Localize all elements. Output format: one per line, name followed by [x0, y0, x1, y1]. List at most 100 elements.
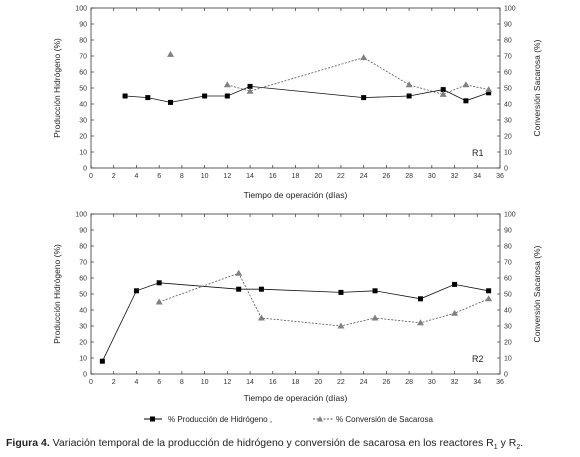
y-tick-label-right: 10	[504, 150, 512, 157]
data-point-sucrose	[167, 50, 175, 57]
x-tick-label: 22	[337, 379, 345, 386]
y-tick-label-left: 80	[79, 244, 87, 251]
x-tick-label: 36	[496, 379, 504, 386]
data-point-hydrogen	[417, 296, 423, 302]
y-tick-label-left: 40	[79, 102, 87, 109]
y-tick-label-right: 90	[504, 228, 512, 235]
y-tick-label-left: 20	[79, 134, 87, 141]
x-tick-label: 2	[112, 379, 116, 386]
data-point-hydrogen	[133, 288, 139, 294]
y-tick-label-right: 0	[504, 372, 508, 379]
x-tick-label: 30	[428, 379, 436, 386]
x-tick-label: 2	[112, 173, 116, 180]
y-tick-label-right: 30	[504, 324, 512, 331]
x-tick-label: 6	[157, 379, 161, 386]
data-point-hydrogen	[338, 289, 344, 295]
data-point-hydrogen	[224, 93, 230, 99]
data-point-hydrogen	[99, 358, 105, 364]
y-tick-label-right: 70	[504, 260, 512, 267]
data-point-sucrose	[451, 309, 459, 316]
y-tick-label-left: 50	[79, 292, 87, 299]
y-tick-label-left: 90	[79, 22, 87, 29]
legend: % Producción de Hidrógeno , % Conversión…	[144, 415, 433, 424]
x-tick-label: 12	[223, 173, 231, 180]
x-tick-label: 34	[473, 379, 481, 386]
y-tick-label-left: 70	[79, 54, 87, 61]
data-point-sucrose	[485, 86, 493, 93]
data-point-sucrose	[405, 81, 413, 88]
legend-label-sucrose: % Conversión de Sacarosa	[336, 415, 433, 424]
legend-label-hydrogen: % Producción de Hidrógeno ,	[168, 415, 272, 424]
data-point-sucrose	[246, 87, 254, 94]
x-tick-label: 16	[269, 173, 277, 180]
panel-label: R1	[472, 148, 484, 158]
panel-label: R2	[472, 354, 484, 364]
y-tick-label-right: 40	[504, 308, 512, 315]
y-tick-label-left: 70	[79, 260, 87, 267]
legend-marker-sucrose	[317, 416, 323, 422]
y-tick-label-right: 20	[504, 340, 512, 347]
y-tick-label-right: 20	[504, 134, 512, 141]
x-tick-label: 4	[134, 173, 138, 180]
data-point-sucrose	[360, 54, 368, 61]
y-tick-label-right: 60	[504, 70, 512, 77]
data-point-sucrose	[439, 90, 447, 97]
y-tick-label-left: 0	[83, 166, 87, 173]
x-tick-label: 6	[157, 173, 161, 180]
y-tick-label-right: 40	[504, 102, 512, 109]
x-tick-label: 20	[314, 379, 322, 386]
y-tick-label-left: 100	[75, 6, 87, 13]
data-point-sucrose	[462, 81, 470, 88]
x-tick-label: 0	[89, 173, 93, 180]
y-axis-label-right: Conversión Sacarosa (%)	[532, 245, 542, 342]
x-tick-label: 28	[405, 379, 413, 386]
y-tick-label-left: 20	[79, 340, 87, 347]
data-point-sucrose	[235, 269, 243, 276]
y-tick-label-right: 70	[504, 54, 512, 61]
legend-marker-hydrogen	[150, 416, 155, 422]
caption-label: Figura 4.	[6, 437, 50, 449]
y-tick-label-left: 100	[75, 212, 87, 219]
y-tick-label-left: 60	[79, 70, 87, 77]
caption-sub-1: 1	[493, 444, 498, 452]
chart-panel-r2: 0 2 4 6 8 10 12 14 16 18 20 22 24 26 28 30 32 34 360 010 102…	[52, 212, 542, 404]
caption-mid: y R	[497, 437, 517, 449]
data-point-hydrogen	[202, 93, 208, 99]
series-line-hydrogen	[102, 282, 489, 362]
series-line-sucrose	[159, 272, 489, 327]
data-point-sucrose	[371, 314, 379, 321]
y-tick-label-left: 10	[79, 150, 87, 157]
data-point-hydrogen	[463, 98, 469, 104]
x-tick-label: 10	[201, 379, 209, 386]
data-point-sucrose	[416, 319, 424, 326]
x-tick-label: 26	[382, 379, 390, 386]
x-axis-label: Tiempo de operación (días)	[244, 190, 348, 200]
caption-end: .	[520, 437, 524, 449]
data-point-hydrogen	[156, 280, 162, 286]
x-tick-label: 32	[451, 173, 459, 180]
y-tick-label-right: 50	[504, 86, 512, 93]
y-tick-label-right: 100	[504, 6, 516, 13]
x-tick-label: 18	[292, 173, 300, 180]
data-point-hydrogen	[452, 281, 458, 287]
x-tick-label: 8	[180, 173, 184, 180]
data-point-hydrogen	[258, 286, 264, 292]
x-tick-label: 32	[451, 379, 459, 386]
y-tick-label-left: 60	[79, 276, 87, 283]
data-point-sucrose	[223, 81, 231, 88]
x-tick-label: 34	[473, 173, 481, 180]
y-tick-label-left: 10	[79, 356, 87, 363]
data-point-hydrogen	[406, 93, 412, 99]
y-tick-label-left: 90	[79, 228, 87, 235]
x-tick-label: 0	[89, 379, 93, 386]
y-axis-label-right: Conversión Sacarosa (%)	[532, 39, 542, 136]
data-point-hydrogen	[486, 90, 492, 96]
data-point-hydrogen	[440, 87, 446, 93]
data-point-hydrogen	[168, 99, 174, 105]
chart-panel-r1: 0 2 4 6 8 10 12 14 16 18 20 22 24 26 28 30 32 34 360 010 102…	[52, 6, 542, 201]
data-point-hydrogen	[145, 95, 151, 101]
y-tick-label-right: 30	[504, 118, 512, 125]
data-point-hydrogen	[361, 95, 367, 101]
y-tick-label-left: 30	[79, 118, 87, 125]
caption-sub-2: 2	[516, 444, 521, 452]
